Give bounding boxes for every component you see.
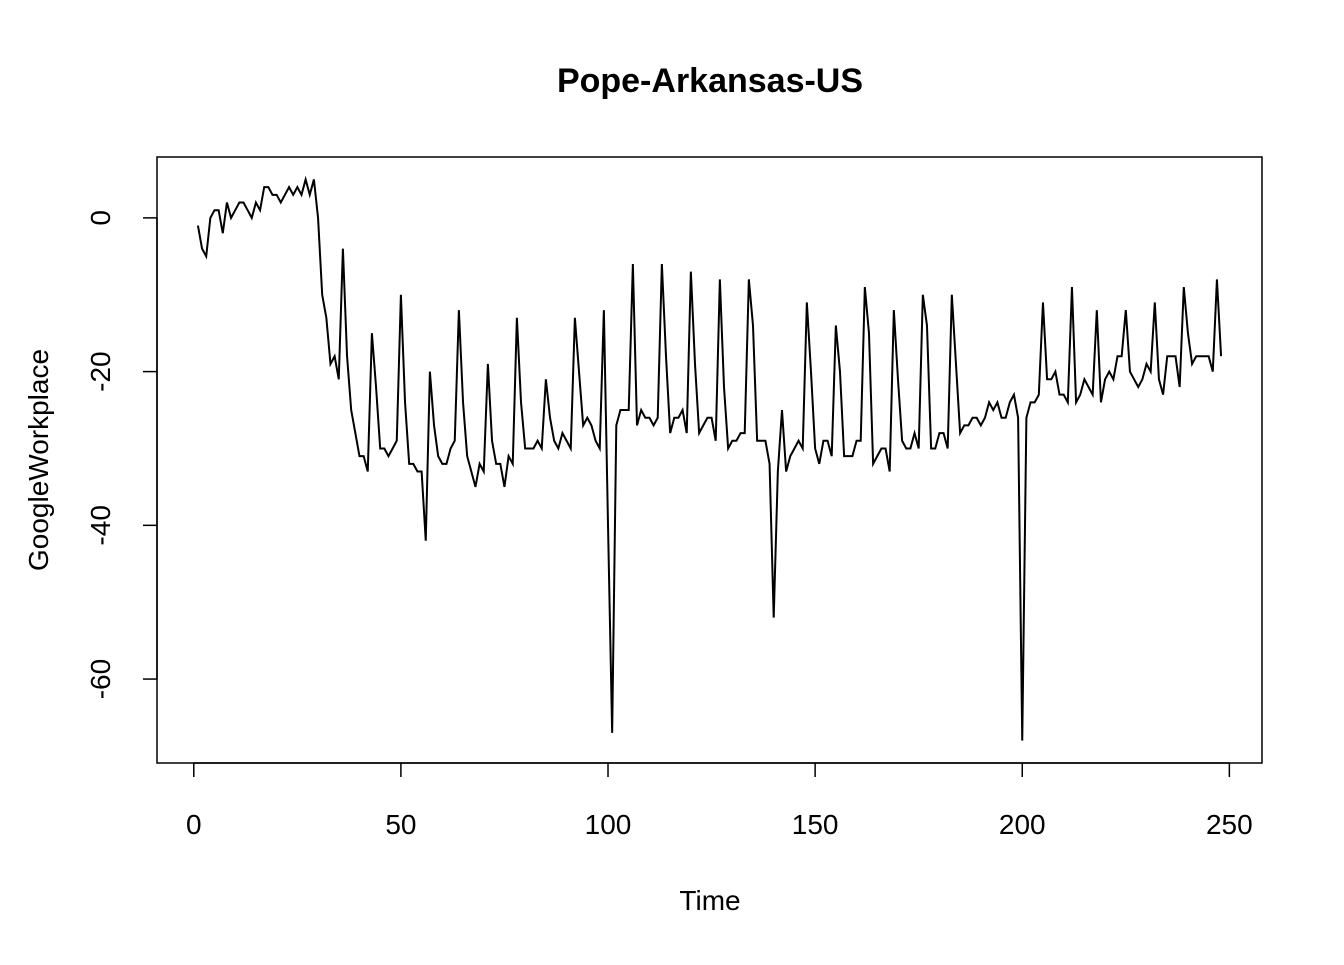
y-tick-label: -20	[85, 351, 116, 391]
x-tick-label: 0	[186, 809, 202, 840]
x-tick-label: 150	[792, 809, 839, 840]
y-tick-label: -60	[85, 659, 116, 699]
x-axis-label: Time	[679, 885, 740, 916]
x-tick-label: 200	[999, 809, 1046, 840]
x-tick-label: 100	[585, 809, 632, 840]
y-tick-label: 0	[85, 210, 116, 226]
x-tick-label: 50	[385, 809, 416, 840]
series-line	[196, 175, 1223, 741]
x-tick-label: 250	[1206, 809, 1253, 840]
chart-title: Pope-Arkansas-US	[557, 62, 863, 100]
y-axis-label: GoogleWorkplace	[23, 349, 54, 571]
y-tick-label: -40	[85, 505, 116, 545]
plot-box	[156, 156, 1263, 764]
